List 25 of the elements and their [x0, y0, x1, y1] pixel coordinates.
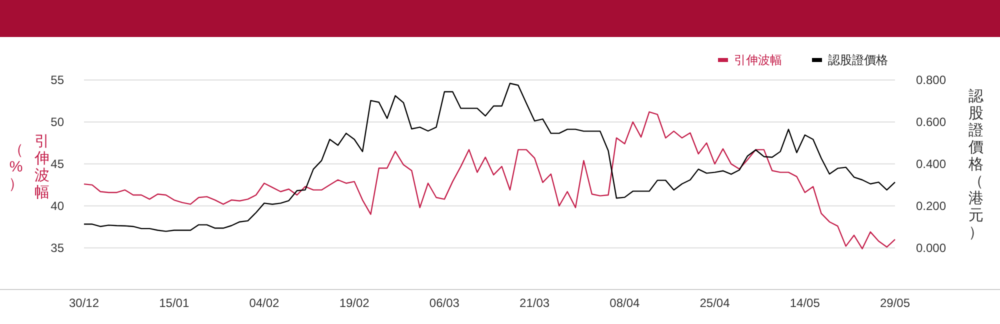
y-tick-label: 45 [50, 156, 64, 171]
x-tick-label: 15/01 [159, 296, 190, 310]
y2-tick-label: 0.000 [916, 240, 946, 255]
y-tick-label: 50 [50, 114, 64, 129]
y-tick-label: 40 [50, 198, 64, 213]
y2-tick-label: 0.800 [916, 73, 946, 87]
x-tick-label: 08/04 [610, 296, 640, 310]
text: 認股證價格（港元） [968, 88, 984, 241]
y-tick-label: 55 [50, 73, 64, 87]
line-series [83, 111, 896, 250]
x-tick-label: 30/12 [68, 296, 100, 310]
x-tick-label: 29/05 [880, 296, 910, 310]
legend-label: 引伸波幅 [734, 53, 782, 67]
x-tick-label: 04/02 [249, 296, 280, 310]
line-series [83, 82, 896, 232]
legend-label: 認股證價格 [828, 53, 888, 67]
x-tick-label: 19/02 [339, 296, 370, 310]
x-tick-label: 25/04 [700, 296, 730, 310]
y-tick-label: 35 [50, 240, 64, 255]
y2-tick-label: 0.200 [916, 198, 946, 213]
x-tick-label: 14/05 [790, 296, 820, 310]
y2-tick-label: 0.400 [916, 156, 946, 171]
y2-tick-label: 0.600 [916, 114, 946, 129]
x-tick-label: 06/03 [429, 296, 460, 310]
x-tick-label: 21/03 [520, 296, 550, 310]
